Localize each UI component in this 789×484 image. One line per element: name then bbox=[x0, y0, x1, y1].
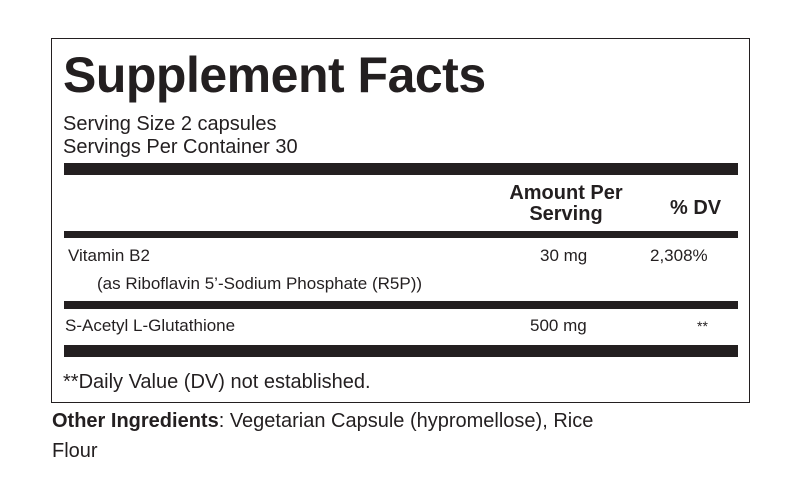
dv-header: % DV bbox=[670, 197, 722, 219]
divider-medium bbox=[64, 301, 738, 309]
divider-thick bbox=[64, 163, 738, 175]
other-ingredients-text: : Vegetarian Capsule (hypromellose), Ric… bbox=[218, 410, 594, 432]
nutrient-amount: 30 mg bbox=[540, 246, 588, 265]
panel-title: Supplement Facts bbox=[63, 47, 486, 103]
nutrient-amount: 500 mg bbox=[530, 316, 587, 335]
divider-thick bbox=[64, 345, 738, 357]
nutrient-dv: ** bbox=[697, 318, 708, 334]
footnote: **Daily Value (DV) not established. bbox=[63, 371, 371, 393]
other-ingredients-continued: Flour bbox=[52, 440, 98, 462]
servings-per-container: Servings Per Container 30 bbox=[63, 136, 298, 158]
amount-per-serving-header: Amount Per Serving bbox=[490, 183, 642, 225]
other-ingredients-label: Other Ingredients bbox=[52, 410, 219, 432]
amount-header-line2: Serving bbox=[529, 203, 603, 225]
supplement-facts-panel bbox=[51, 38, 750, 403]
amount-header-line1: Amount Per bbox=[509, 182, 623, 204]
nutrient-dv: 2,308% bbox=[650, 246, 708, 265]
nutrient-name: S-Acetyl L-Glutathione bbox=[65, 316, 236, 335]
other-ingredients: Other Ingredients: Vegetarian Capsule (h… bbox=[52, 410, 593, 433]
serving-size: Serving Size 2 capsules bbox=[63, 113, 277, 135]
nutrient-name: Vitamin B2 bbox=[68, 246, 150, 265]
divider-medium bbox=[64, 231, 738, 238]
nutrient-source: (as Riboflavin 5’-Sodium Phosphate (R5P)… bbox=[97, 274, 423, 293]
